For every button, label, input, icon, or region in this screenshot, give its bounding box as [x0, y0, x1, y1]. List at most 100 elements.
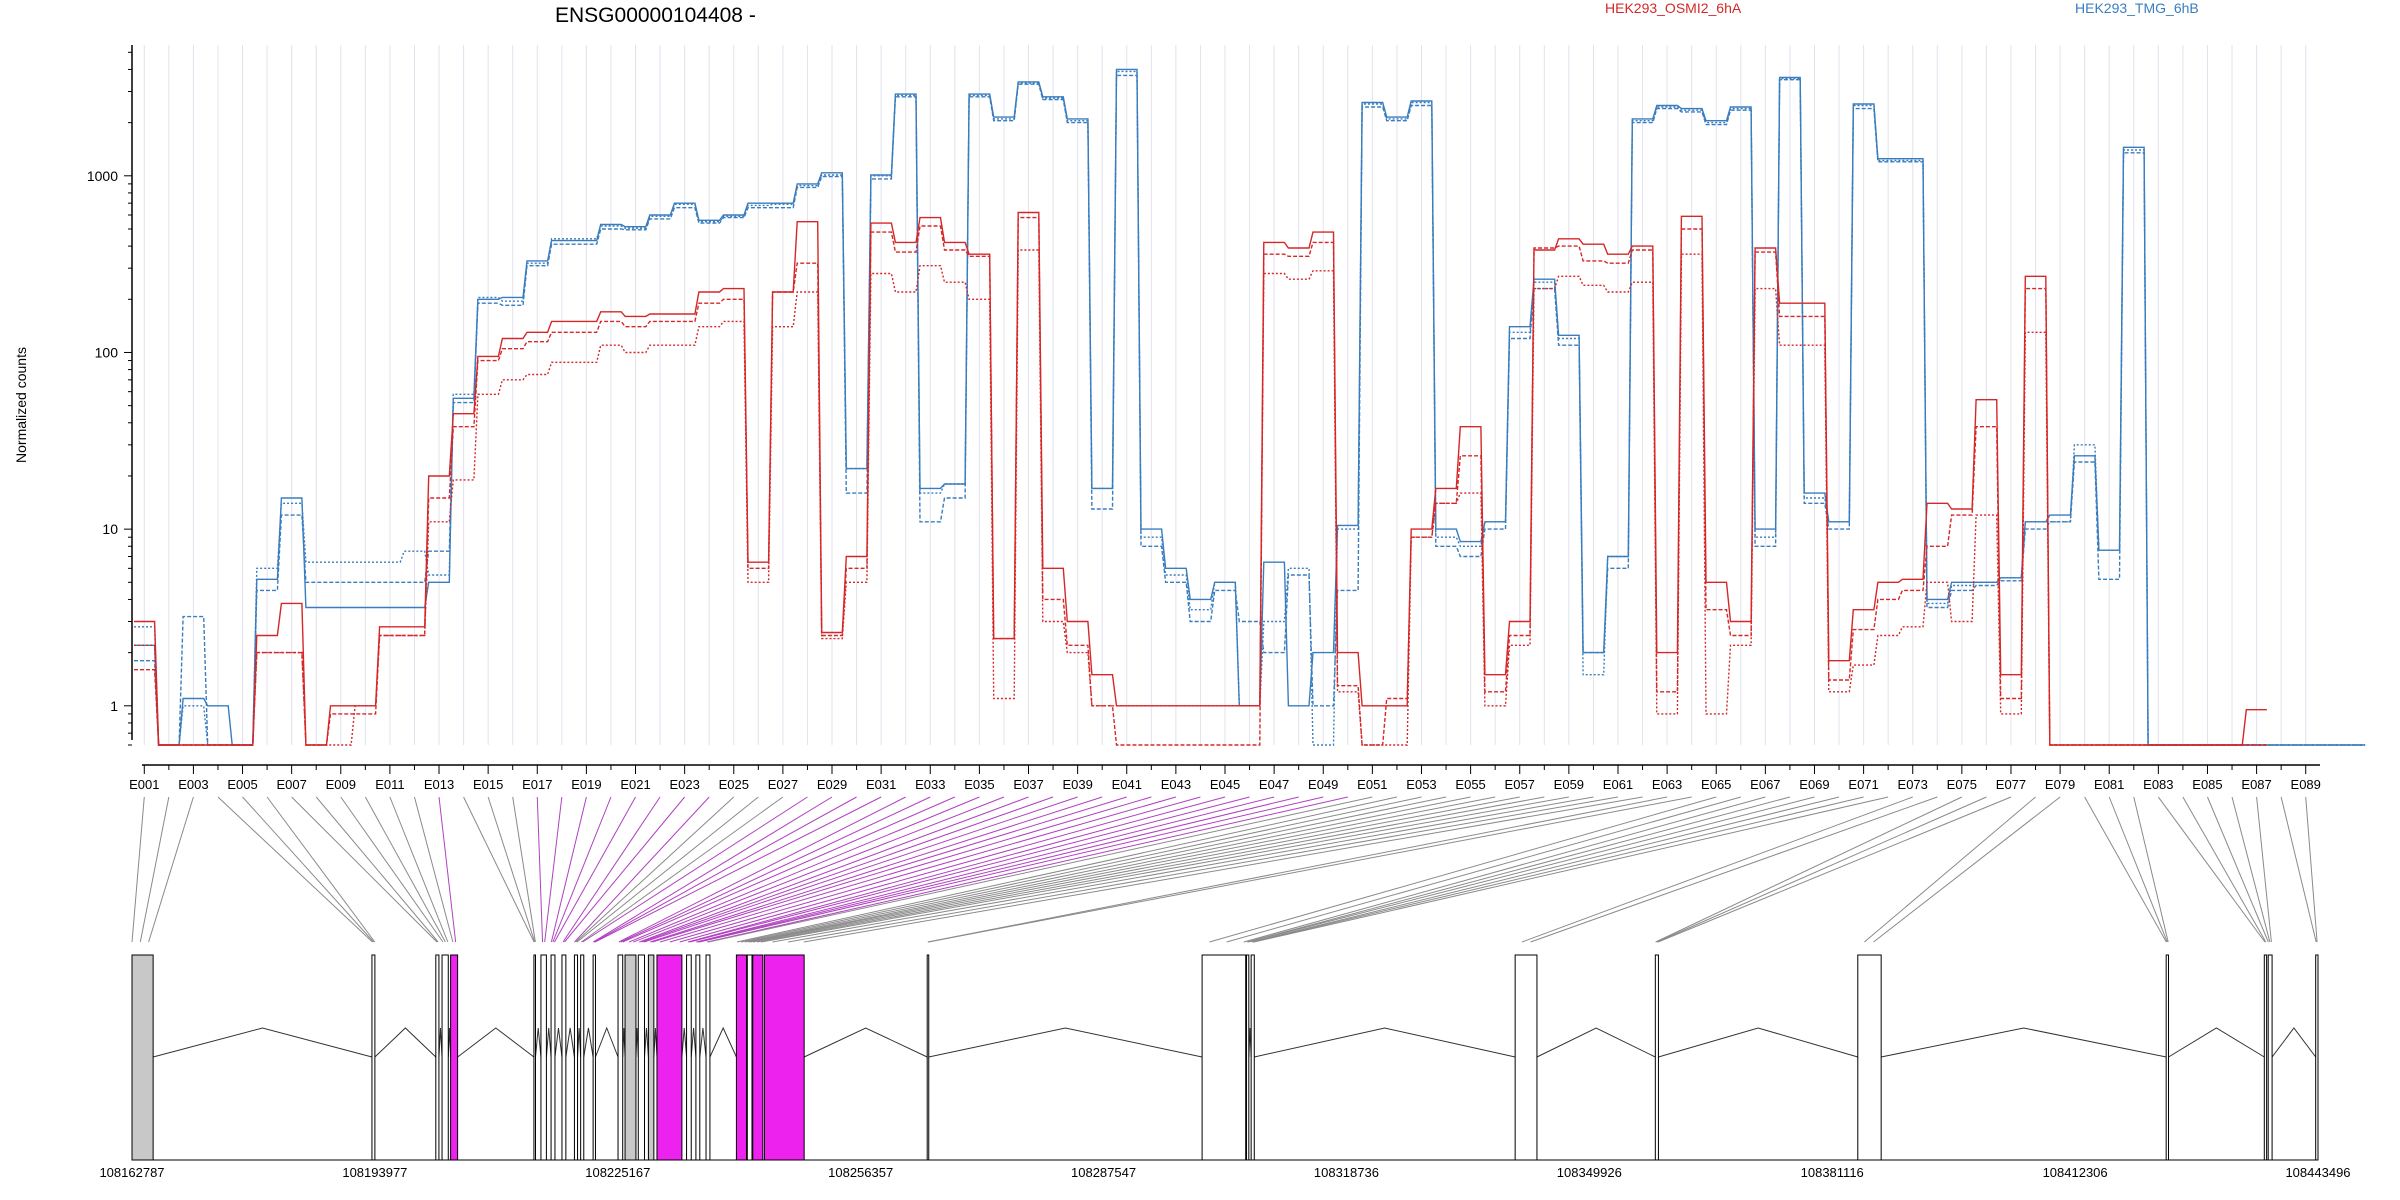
exon-connector	[340, 796, 444, 943]
exon-connector	[669, 796, 1177, 943]
exon-connector	[2108, 796, 2168, 943]
intron-line	[438, 1027, 443, 1058]
exon-connector	[620, 796, 931, 943]
exon-tick-label: E029	[817, 777, 847, 792]
exon-connector	[689, 796, 1250, 943]
intron-line	[681, 1027, 688, 1058]
intron-line	[928, 1027, 1203, 1058]
exon-connector	[266, 796, 376, 943]
exon-connector	[628, 796, 980, 943]
exon-connector	[1253, 796, 1889, 943]
exon-connector	[699, 796, 1324, 943]
exon-box	[561, 954, 567, 1161]
intron-line	[152, 1027, 373, 1058]
exon-connector	[633, 796, 1005, 943]
exon-tick-label: E069	[1799, 777, 1829, 792]
exon-box	[1654, 954, 1659, 1161]
exon-connector	[641, 796, 1054, 943]
exon-connector	[1243, 796, 1766, 943]
y-tick-label: 100	[95, 344, 119, 360]
exon-tick-label: E021	[620, 777, 650, 792]
exon-tick-label: E027	[768, 777, 798, 792]
exon-tick-label: E009	[326, 777, 356, 792]
exon-connector	[2305, 796, 2318, 943]
exon-box	[735, 954, 748, 1161]
exon-box	[371, 954, 376, 1161]
exon-connector	[139, 796, 170, 943]
exon-tick-label: E003	[178, 777, 208, 792]
exon-connector	[639, 796, 1029, 943]
series-line-osmi-rep2	[134, 216, 2267, 746]
y-axis: 1 10 100 1000	[87, 45, 133, 746]
intron-line	[583, 1027, 594, 1058]
exon-tick-label: E001	[129, 777, 159, 792]
exon-connector	[389, 796, 449, 943]
chart-title: ENSG00000104408 -	[555, 4, 756, 27]
exon-connector	[803, 796, 1643, 943]
intron-line	[803, 1027, 928, 1058]
intron-line	[644, 1027, 649, 1058]
series-line-tmg-rep3	[134, 70, 2366, 746]
exon-tick-label: E033	[915, 777, 945, 792]
exon-connector	[582, 796, 808, 943]
exon-connector	[744, 796, 1447, 943]
intron-line	[2168, 1027, 2265, 1058]
intron-line	[534, 1027, 542, 1058]
exon-box	[435, 954, 440, 1161]
exon-connector	[242, 796, 375, 943]
exon-tick-label: E049	[1308, 777, 1338, 792]
exon-connector	[788, 796, 1619, 943]
exon-connector	[438, 796, 457, 943]
exon-connector	[748, 796, 1471, 943]
exon-connector	[131, 796, 145, 943]
exon-connector	[364, 796, 446, 943]
exon-connector	[575, 796, 735, 943]
exon-tick-label: E015	[473, 777, 503, 792]
exon-connector	[706, 796, 1348, 943]
exon-connector	[618, 796, 906, 943]
coordinate-label: 108412306	[2043, 1165, 2108, 1180]
exon-tick-label: E077	[1996, 777, 2026, 792]
exon-box	[573, 954, 579, 1161]
exon-box	[705, 954, 711, 1161]
exon-connector	[576, 796, 759, 943]
exon-connector	[2157, 796, 2266, 943]
exon-box	[617, 954, 624, 1161]
exon-tick-label: E035	[964, 777, 994, 792]
exon-connector	[2182, 796, 2267, 943]
coordinate-label: 108256357	[828, 1165, 893, 1180]
intron-line	[545, 1027, 552, 1058]
exon-connector	[553, 796, 636, 943]
exon-connector	[1530, 796, 1938, 943]
exon-connector	[697, 796, 1299, 943]
exon-box	[2267, 954, 2273, 1161]
exon-tick-label: E031	[866, 777, 896, 792]
exon-connector	[1656, 796, 1987, 943]
y-tick-label: 1000	[87, 168, 118, 184]
exon-connector	[562, 796, 661, 943]
exon-connector	[750, 796, 1496, 943]
exon-connector	[217, 796, 373, 943]
exon-connector	[550, 796, 587, 943]
legend-entry-osmi: HEK293_OSMI2_6hA	[1605, 0, 1742, 16]
exon-tick-label: E047	[1259, 777, 1289, 792]
intron-line	[653, 1027, 658, 1058]
exon-box	[441, 954, 449, 1161]
exon-connector	[2231, 796, 2271, 943]
exon-connector	[1873, 796, 2061, 943]
exon-connector	[1209, 796, 1717, 943]
exon-tick-label: E007	[276, 777, 306, 792]
exon-connector	[687, 796, 1226, 943]
exon-tick-label: E087	[2241, 777, 2271, 792]
exon-connector	[552, 796, 612, 943]
exon-tick-label: E081	[2094, 777, 2124, 792]
exon-tick-label: E075	[1947, 777, 1977, 792]
exon-box	[1857, 954, 1882, 1161]
exon-connector	[1655, 796, 1963, 943]
exon-box	[1514, 954, 1538, 1161]
exon-tick-label: E037	[1013, 777, 1043, 792]
plot-series	[134, 68, 2366, 746]
exon-box	[2165, 954, 2170, 1161]
exon-connector	[1248, 796, 1815, 943]
exon-box	[550, 954, 556, 1161]
